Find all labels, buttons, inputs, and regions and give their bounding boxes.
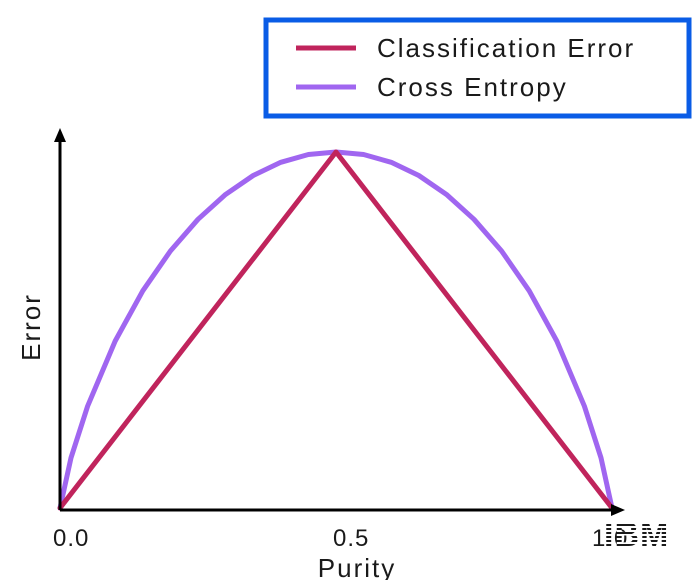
legend-label-classification-error: Classification Error	[377, 33, 635, 63]
legend-label-cross-entropy: Cross Entropy	[377, 72, 568, 102]
series-line-cross-entropy	[57, 149, 615, 511]
ibm-logo-text: IBM	[604, 516, 669, 554]
legend-box	[263, 17, 692, 119]
x-tick-label-1: 0.5	[333, 525, 369, 552]
x-axis-title: Purity	[318, 553, 396, 580]
ibm-logo: IBM	[604, 516, 669, 554]
series-line-classification-error	[57, 149, 615, 511]
y-axis-title: Error	[16, 293, 46, 361]
x-axis-arrow	[611, 504, 625, 516]
x-tick-label-2: 1.0	[592, 525, 628, 552]
series-layer	[57, 149, 615, 511]
legend: Classification Error Cross Entropy	[263, 17, 692, 119]
x-tick-label-0: 0.0	[53, 525, 89, 552]
y-axis-arrow	[54, 128, 66, 142]
